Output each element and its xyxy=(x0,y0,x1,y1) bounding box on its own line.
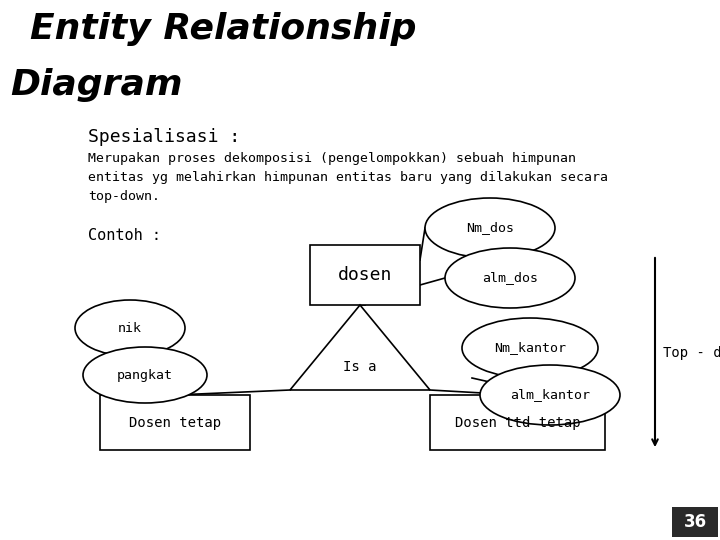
Text: nik: nik xyxy=(118,321,142,334)
Text: Spesialisasi :: Spesialisasi : xyxy=(88,128,240,146)
Text: Is a: Is a xyxy=(343,360,377,374)
Text: 36: 36 xyxy=(683,513,706,531)
Ellipse shape xyxy=(445,248,575,308)
Text: Diagram: Diagram xyxy=(10,68,182,102)
Text: Nm_dos: Nm_dos xyxy=(466,221,514,234)
Ellipse shape xyxy=(480,365,620,425)
Ellipse shape xyxy=(75,300,185,356)
Bar xyxy=(672,507,718,537)
Ellipse shape xyxy=(425,198,555,258)
Ellipse shape xyxy=(83,347,207,403)
Bar xyxy=(430,395,605,450)
Text: alm_kantor: alm_kantor xyxy=(510,388,590,402)
Text: dosen: dosen xyxy=(338,266,392,284)
Ellipse shape xyxy=(462,318,598,378)
Text: Nm_kantor: Nm_kantor xyxy=(494,341,566,354)
Text: alm_dos: alm_dos xyxy=(482,272,538,285)
Text: Top - down: Top - down xyxy=(663,346,720,360)
Bar xyxy=(100,395,250,450)
Text: Merupakan proses dekomposisi (pengelompokkan) sebuah himpunan
entitas yg melahir: Merupakan proses dekomposisi (pengelompo… xyxy=(88,152,608,203)
Text: Dosen tetap: Dosen tetap xyxy=(129,415,221,429)
Bar xyxy=(310,245,420,305)
Text: pangkat: pangkat xyxy=(117,368,173,381)
Text: Dosen ttd tetap: Dosen ttd tetap xyxy=(455,415,580,429)
Polygon shape xyxy=(290,305,430,390)
Text: Contoh :: Contoh : xyxy=(88,228,161,243)
Text: Entity Relationship: Entity Relationship xyxy=(30,12,416,46)
